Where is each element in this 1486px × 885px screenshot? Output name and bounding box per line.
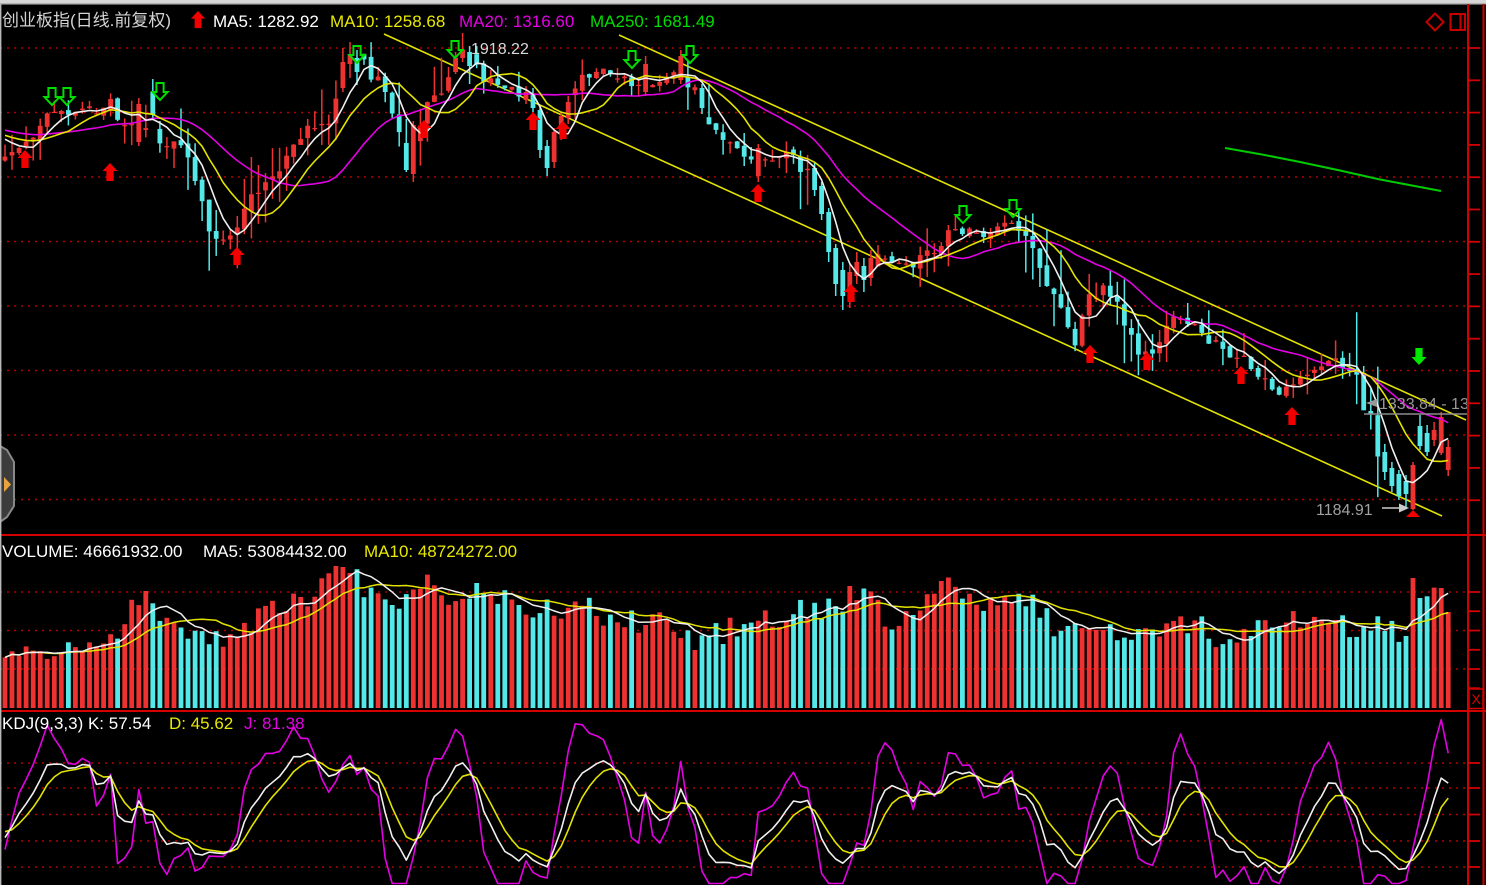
svg-text:MA5: 1282.92: MA5: 1282.92 <box>213 12 319 31</box>
svg-text:MA5: 53084432.00: MA5: 53084432.00 <box>203 542 347 561</box>
svg-text:VOLUME: 46661932.00: VOLUME: 46661932.00 <box>2 542 183 561</box>
svg-text:J: 81.38: J: 81.38 <box>244 714 305 733</box>
svg-text:D: 45.62: D: 45.62 <box>169 714 233 733</box>
svg-text:1184.91: 1184.91 <box>1316 502 1373 519</box>
svg-text:MA10: 1258.68: MA10: 1258.68 <box>330 12 445 31</box>
svg-text:1333.84 - 13: 1333.84 - 13 <box>1379 396 1469 413</box>
svg-text:1918.22: 1918.22 <box>471 41 529 58</box>
svg-text:MA10: 48724272.00: MA10: 48724272.00 <box>364 542 517 561</box>
svg-text:KDJ(9,3,3) K: 57.54: KDJ(9,3,3) K: 57.54 <box>2 714 151 733</box>
svg-text:MA20: 1316.60: MA20: 1316.60 <box>459 12 574 31</box>
svg-text:X: X <box>1472 691 1482 707</box>
svg-text:MA250: 1681.49: MA250: 1681.49 <box>590 12 715 31</box>
svg-text:创业板指(日线.前复权): 创业板指(日线.前复权) <box>2 11 171 30</box>
